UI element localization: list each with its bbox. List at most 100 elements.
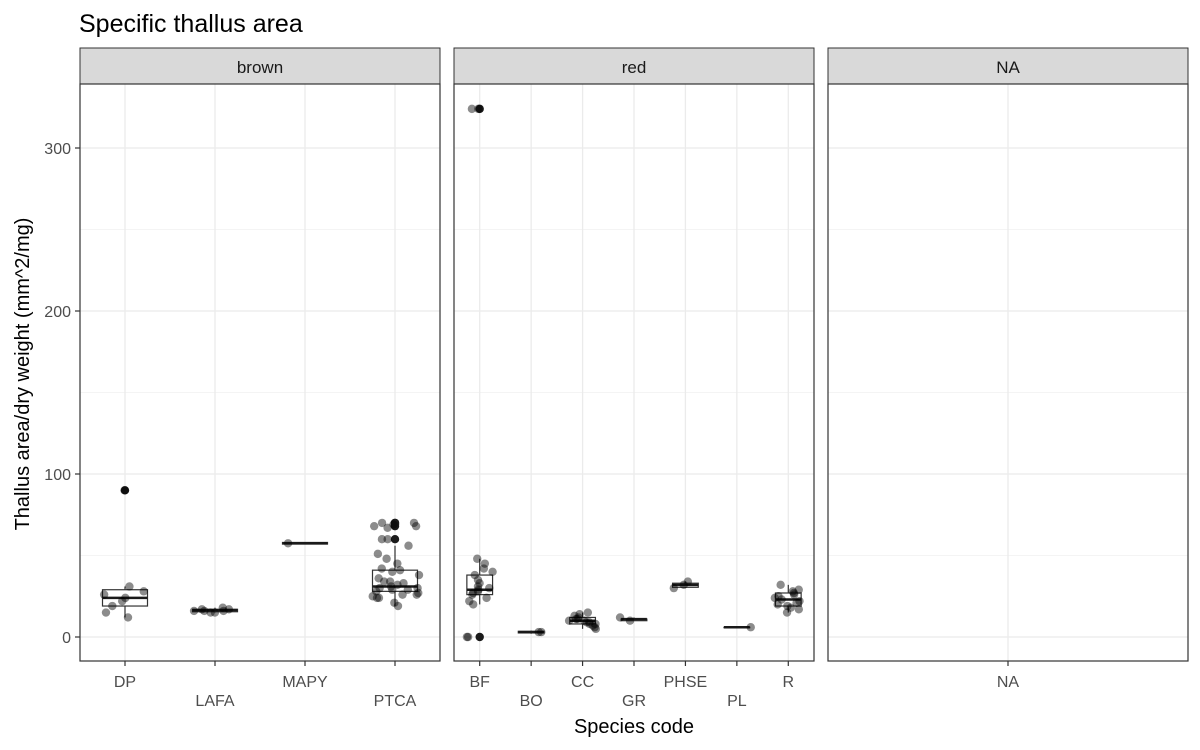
data-point [219, 606, 228, 616]
data-point [210, 608, 220, 617]
panel-border [827, 83, 1189, 662]
boxplot-r [770, 580, 804, 617]
boxplot-dp [99, 486, 149, 622]
data-point [534, 627, 543, 637]
x-tick-label-r: R [783, 674, 795, 691]
facet-panel-na: NA NA [827, 47, 1189, 691]
x-tick-label-pl: PL [727, 693, 747, 710]
data-point [224, 605, 234, 614]
facet-strip-label: brown [237, 58, 283, 77]
data-point [393, 559, 402, 568]
data-point [789, 590, 799, 599]
data-point [374, 574, 383, 583]
data-point [411, 521, 421, 531]
data-point [783, 601, 792, 611]
data-point [379, 577, 389, 586]
data-point [117, 596, 127, 606]
facet-panels: brown DP LAFA MAPY PTCA 0 100 200 300 red BF BO CC GR… [44, 47, 1189, 710]
data-point [373, 549, 383, 559]
y-axis-label: Thallus area/dry weight (mm^2/mg) [12, 218, 34, 531]
data-point [474, 104, 483, 114]
data-point [377, 518, 387, 528]
data-point [475, 579, 484, 588]
data-point [615, 613, 625, 622]
x-tick-label-mapy: MAPY [282, 674, 328, 691]
facet-strip-label: NA [996, 58, 1020, 77]
data-point [574, 613, 583, 622]
boxplot-pl [723, 623, 755, 632]
data-point [468, 588, 478, 598]
data-point [120, 486, 129, 495]
boxplot-ptca [368, 518, 424, 611]
data-point [393, 601, 403, 611]
data-point [399, 579, 408, 588]
data-point [121, 593, 130, 603]
data-point [479, 564, 489, 573]
x-tick-label-dp: DP [114, 674, 136, 691]
data-point [585, 618, 594, 627]
data-point [123, 613, 133, 622]
data-point [789, 588, 799, 598]
data-point [388, 567, 397, 576]
data-point [139, 587, 148, 596]
data-point [99, 590, 109, 599]
chart-title: Specific thallus area [79, 10, 303, 38]
data-point [794, 585, 803, 594]
x-tick-label-ptca: PTCA [374, 693, 417, 710]
data-point [385, 577, 395, 586]
data-point [377, 535, 387, 544]
data-point [570, 611, 579, 621]
data-point [679, 580, 688, 590]
data-point [200, 606, 209, 616]
data-point [470, 570, 479, 580]
data-point [795, 596, 804, 606]
data-point [372, 593, 382, 603]
data-point [386, 582, 396, 591]
boxplot-cc [564, 608, 601, 634]
outlier-point [475, 104, 484, 114]
facet-strip-label: red [622, 58, 647, 77]
outlier-point [120, 486, 130, 495]
facet-panel-red: red BF BO CC GR PHSE PL R [453, 47, 815, 710]
x-tick-label-phse: PHSE [664, 674, 708, 691]
data-point [197, 605, 207, 614]
data-point [469, 600, 478, 609]
panel-border [453, 83, 815, 662]
y-tick-label: 200 [44, 304, 71, 321]
data-point [669, 583, 679, 593]
data-point [414, 588, 423, 598]
data-point [625, 616, 635, 625]
boxplot-lafa [189, 603, 239, 617]
data-point [398, 590, 407, 599]
data-point [390, 598, 399, 607]
data-point [463, 632, 473, 642]
data-point [473, 554, 482, 563]
data-point [377, 564, 386, 573]
boxplot-phse [669, 577, 699, 593]
data-point [189, 606, 199, 616]
data-point [591, 624, 601, 634]
y-tick-label: 300 [44, 141, 71, 158]
data-point [588, 621, 597, 630]
data-point [108, 601, 117, 611]
data-point [283, 539, 293, 548]
data-point [369, 521, 379, 531]
panel-border [79, 83, 441, 662]
data-point [383, 535, 392, 544]
data-point [395, 565, 405, 575]
data-point [777, 595, 786, 604]
boxplot-bf [462, 104, 497, 642]
data-point [368, 592, 377, 601]
data-point [218, 603, 227, 612]
data-point [403, 585, 413, 594]
data-point [404, 541, 413, 550]
data-point [374, 593, 384, 603]
data-point [564, 616, 574, 625]
data-point [414, 570, 424, 580]
data-point [583, 608, 593, 617]
facet-strip [79, 47, 441, 85]
data-point [585, 619, 594, 629]
data-point [206, 608, 215, 617]
x-tick-label-na: NA [997, 674, 1020, 691]
data-point [573, 614, 582, 624]
